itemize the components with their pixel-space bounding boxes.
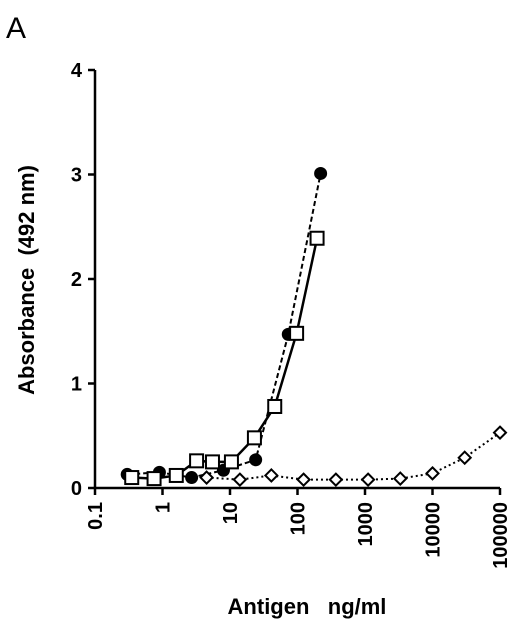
data-point-diamond <box>232 472 248 488</box>
axes <box>93 70 500 490</box>
data-point-diamond <box>457 450 473 466</box>
y-tick-label: 2 <box>71 269 82 291</box>
x-tick-label: 10 <box>220 502 242 524</box>
data-point-square <box>267 398 283 414</box>
y-tick-label: 4 <box>71 60 83 82</box>
x-tick-label: 100000 <box>490 502 512 569</box>
x-tick-label: 0.1 <box>85 502 107 530</box>
x-axis-label: Antigen ng/ml <box>228 594 387 619</box>
data-point-diamond <box>425 465 440 481</box>
data-point-diamond <box>263 468 279 483</box>
x-tick-label: 100 <box>288 502 310 535</box>
data-point-diamond <box>392 471 408 487</box>
data-point-square <box>223 454 239 470</box>
data-point-square <box>309 230 325 246</box>
data-point-square <box>204 454 220 470</box>
data-point-circle <box>314 166 328 180</box>
data-point-diamond <box>328 472 344 488</box>
data-point-diamond <box>360 472 376 488</box>
series-line-1 <box>127 173 322 479</box>
data-point-square <box>124 470 140 486</box>
x-tick-label: 10000 <box>423 502 445 558</box>
data-point-square <box>168 467 184 483</box>
data-point-diamond <box>296 472 311 488</box>
x-tick-label: 1000 <box>355 502 377 547</box>
data-point-square <box>289 325 305 341</box>
y-axis-label: Absorbance (492 nm) <box>14 165 39 395</box>
data-point-square <box>189 453 205 469</box>
series-line-3 <box>206 431 501 481</box>
data-point-diamond <box>492 425 508 441</box>
data-point-square <box>146 471 162 487</box>
ticks: 0 1 2 3 4 0.1 1 10 100 1000 10000 100000 <box>71 60 512 569</box>
series <box>120 166 508 488</box>
data-point-diamond <box>199 470 215 485</box>
data-point-square <box>246 430 262 446</box>
series-line-2 <box>131 237 319 480</box>
x-tick-label: 1 <box>153 502 175 513</box>
panel-label: A <box>6 12 26 45</box>
data-point-circle <box>249 453 263 467</box>
y-tick-label: 0 <box>71 478 82 500</box>
y-tick-label: 3 <box>71 165 82 187</box>
data-point-circle <box>185 471 199 485</box>
y-tick-label: 1 <box>71 374 82 396</box>
